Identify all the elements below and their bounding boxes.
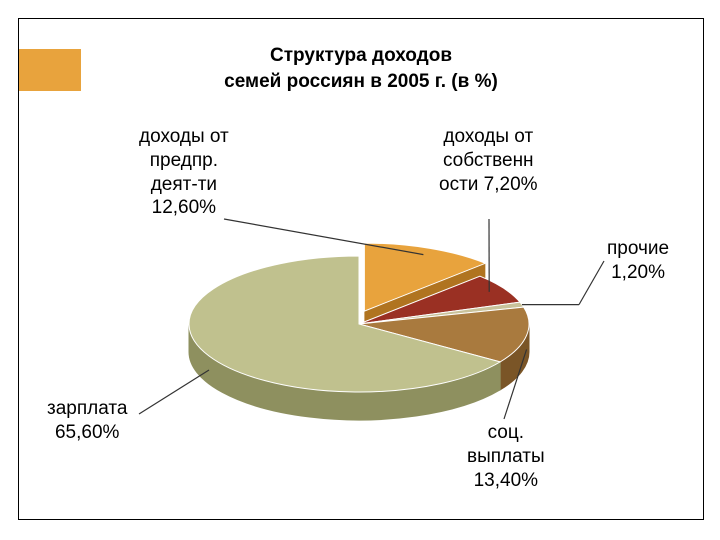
label-прочие: прочие 1,20% xyxy=(607,237,669,285)
label-соц: соц. выплаты 13,40% xyxy=(467,421,545,492)
title-line-2: семей россиян в 2005 г. (в %) xyxy=(224,71,498,92)
title-line-1: Структура доходов xyxy=(270,45,452,66)
chart-title: Структура доходов семей россиян в 2005 г… xyxy=(19,43,703,94)
label-собственн: доходы от собственн ости 7,20% xyxy=(439,125,538,196)
chart-frame: Структура доходов семей россиян в 2005 г… xyxy=(18,18,704,520)
label-предпр: доходы от предпр. деят-ти 12,60% xyxy=(139,125,229,220)
label-зарплата: зарплата 65,60% xyxy=(47,397,127,445)
